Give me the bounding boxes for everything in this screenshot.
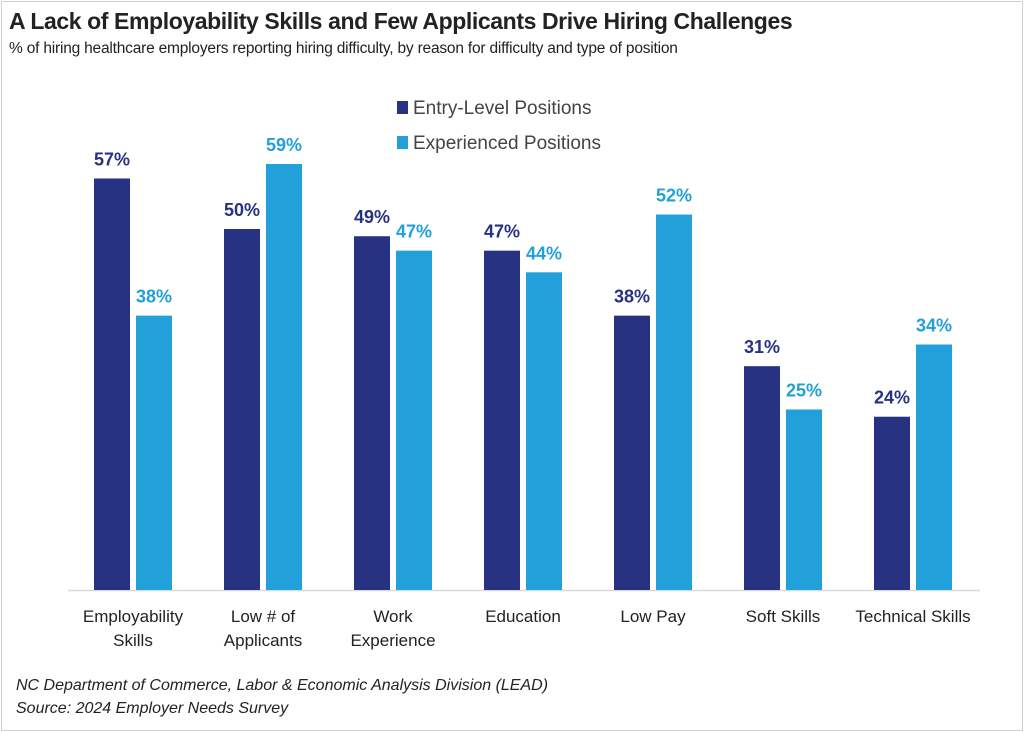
data-label-1-1: 59%: [266, 135, 302, 155]
data-label-1-5: 25%: [786, 381, 822, 401]
chart-title: A Lack of Employability Skills and Few A…: [9, 8, 793, 34]
category-label-2-0: Work: [373, 607, 413, 626]
data-label-0-2: 49%: [354, 207, 390, 227]
data-label-1-3: 44%: [526, 243, 562, 263]
category-label-4-0: Low Pay: [620, 607, 686, 626]
category-label-0-1: Skills: [113, 631, 153, 650]
bar-1-2: [396, 250, 432, 590]
data-label-0-3: 47%: [484, 222, 520, 242]
data-label-1-4: 52%: [656, 186, 692, 206]
data-label-0-5: 31%: [744, 337, 780, 357]
bar-0-6: [874, 416, 910, 590]
legend-label-1: Experienced Positions: [413, 133, 601, 154]
category-label-1-1: Applicants: [224, 631, 302, 650]
legend-swatch-1: [397, 136, 408, 149]
bar-1-5: [786, 409, 822, 590]
legend-swatch-0: [397, 101, 408, 114]
data-label-0-6: 24%: [874, 388, 910, 408]
bar-0-4: [614, 315, 650, 590]
bar-1-3: [526, 272, 562, 590]
bar-1-4: [656, 214, 692, 590]
bar-1-1: [266, 164, 302, 590]
footer-organization: NC Department of Commerce, Labor & Econo…: [16, 677, 549, 694]
bar-0-0: [94, 178, 130, 590]
category-label-1-0: Low # of: [231, 607, 296, 626]
category-label-5-0: Soft Skills: [746, 607, 821, 626]
data-label-1-0: 38%: [136, 287, 172, 307]
data-label-0-0: 57%: [94, 149, 130, 169]
chart-subtitle: % of hiring healthcare employers reporti…: [9, 40, 678, 57]
category-label-2-1: Experience: [350, 631, 435, 650]
category-label-0-0: Employability: [83, 607, 184, 626]
bar-0-1: [224, 229, 260, 590]
bar-0-2: [354, 236, 390, 590]
data-label-1-2: 47%: [396, 222, 432, 242]
category-label-3-0: Education: [485, 607, 561, 626]
category-label-6-0: Technical Skills: [855, 607, 970, 626]
bar-1-6: [916, 344, 952, 590]
data-label-1-6: 34%: [916, 316, 952, 336]
bar-1-0: [136, 315, 172, 590]
legend-label-0: Entry-Level Positions: [413, 98, 591, 119]
bar-0-3: [484, 250, 520, 590]
footer-source: Source: 2024 Employer Needs Survey: [16, 700, 289, 717]
data-label-0-4: 38%: [614, 287, 650, 307]
data-label-0-1: 50%: [224, 200, 260, 220]
bar-0-5: [744, 366, 780, 590]
